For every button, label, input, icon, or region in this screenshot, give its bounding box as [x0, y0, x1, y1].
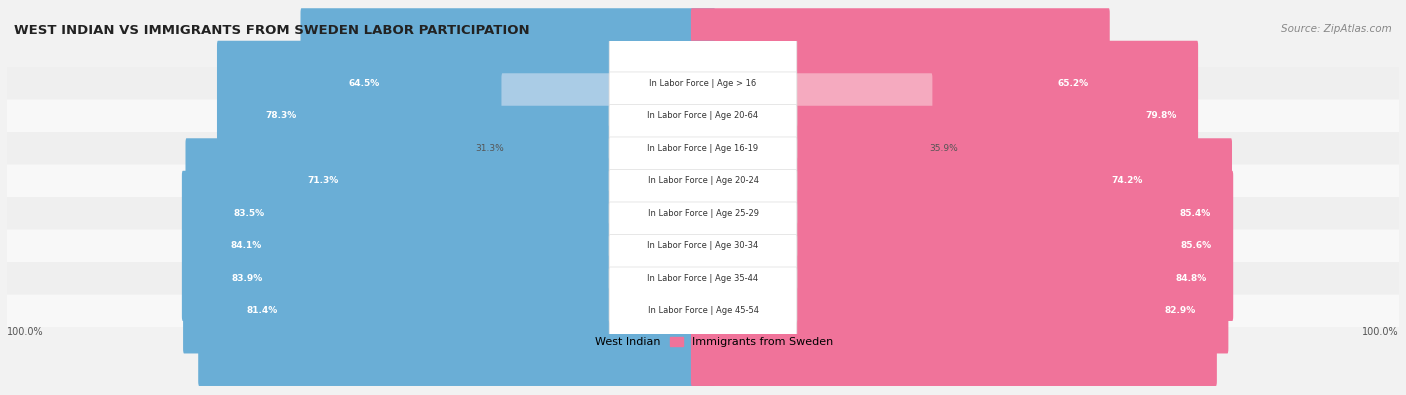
Legend: West Indian, Immigrants from Sweden: West Indian, Immigrants from Sweden [568, 332, 838, 352]
FancyBboxPatch shape [690, 171, 1233, 321]
Text: In Labor Force | Age 25-29: In Labor Force | Age 25-29 [648, 209, 758, 218]
FancyBboxPatch shape [7, 165, 1399, 197]
Text: In Labor Force | Age > 16: In Labor Force | Age > 16 [650, 79, 756, 88]
FancyBboxPatch shape [690, 236, 1216, 386]
FancyBboxPatch shape [181, 171, 716, 321]
Text: 83.9%: 83.9% [232, 274, 263, 283]
Text: WEST INDIAN VS IMMIGRANTS FROM SWEDEN LABOR PARTICIPATION: WEST INDIAN VS IMMIGRANTS FROM SWEDEN LA… [14, 24, 530, 37]
FancyBboxPatch shape [690, 8, 1109, 158]
Text: In Labor Force | Age 20-24: In Labor Force | Age 20-24 [648, 176, 758, 185]
FancyBboxPatch shape [502, 73, 716, 224]
FancyBboxPatch shape [690, 203, 1229, 354]
Text: In Labor Force | Age 30-34: In Labor Force | Age 30-34 [647, 241, 759, 250]
Text: 82.9%: 82.9% [1164, 307, 1195, 315]
FancyBboxPatch shape [609, 169, 797, 257]
Text: In Labor Force | Age 20-64: In Labor Force | Age 20-64 [647, 111, 759, 120]
FancyBboxPatch shape [609, 137, 797, 225]
FancyBboxPatch shape [7, 67, 1399, 100]
Text: Source: ZipAtlas.com: Source: ZipAtlas.com [1281, 24, 1392, 34]
Text: 64.5%: 64.5% [349, 79, 380, 88]
Text: 83.5%: 83.5% [233, 209, 266, 218]
Text: 79.8%: 79.8% [1146, 111, 1177, 120]
FancyBboxPatch shape [609, 72, 797, 160]
FancyBboxPatch shape [7, 197, 1399, 229]
FancyBboxPatch shape [609, 267, 797, 355]
FancyBboxPatch shape [690, 73, 932, 224]
FancyBboxPatch shape [690, 138, 1232, 288]
FancyBboxPatch shape [7, 262, 1399, 295]
Text: 84.1%: 84.1% [231, 241, 262, 250]
FancyBboxPatch shape [609, 202, 797, 290]
Text: 65.2%: 65.2% [1057, 79, 1088, 88]
FancyBboxPatch shape [183, 203, 716, 354]
Text: 85.6%: 85.6% [1181, 241, 1212, 250]
Text: 81.4%: 81.4% [246, 307, 278, 315]
FancyBboxPatch shape [690, 41, 1198, 191]
FancyBboxPatch shape [7, 229, 1399, 262]
Text: In Labor Force | Age 45-54: In Labor Force | Age 45-54 [648, 307, 758, 315]
FancyBboxPatch shape [198, 236, 716, 386]
Text: In Labor Force | Age 35-44: In Labor Force | Age 35-44 [647, 274, 759, 283]
Text: 35.9%: 35.9% [929, 144, 957, 153]
FancyBboxPatch shape [609, 235, 797, 322]
Text: 31.3%: 31.3% [475, 144, 505, 153]
FancyBboxPatch shape [217, 41, 716, 191]
Text: 100.0%: 100.0% [7, 327, 44, 337]
FancyBboxPatch shape [7, 132, 1399, 165]
Text: 74.2%: 74.2% [1112, 176, 1143, 185]
Text: 100.0%: 100.0% [1362, 327, 1399, 337]
Text: In Labor Force | Age 16-19: In Labor Force | Age 16-19 [647, 144, 759, 153]
FancyBboxPatch shape [609, 40, 797, 127]
Text: 71.3%: 71.3% [308, 176, 339, 185]
Text: 84.8%: 84.8% [1175, 274, 1208, 283]
FancyBboxPatch shape [690, 106, 1164, 256]
Text: 85.4%: 85.4% [1180, 209, 1211, 218]
FancyBboxPatch shape [609, 104, 797, 192]
Text: 78.3%: 78.3% [266, 111, 297, 120]
FancyBboxPatch shape [7, 295, 1399, 327]
FancyBboxPatch shape [186, 138, 716, 288]
FancyBboxPatch shape [7, 100, 1399, 132]
FancyBboxPatch shape [259, 106, 716, 256]
FancyBboxPatch shape [301, 8, 716, 158]
